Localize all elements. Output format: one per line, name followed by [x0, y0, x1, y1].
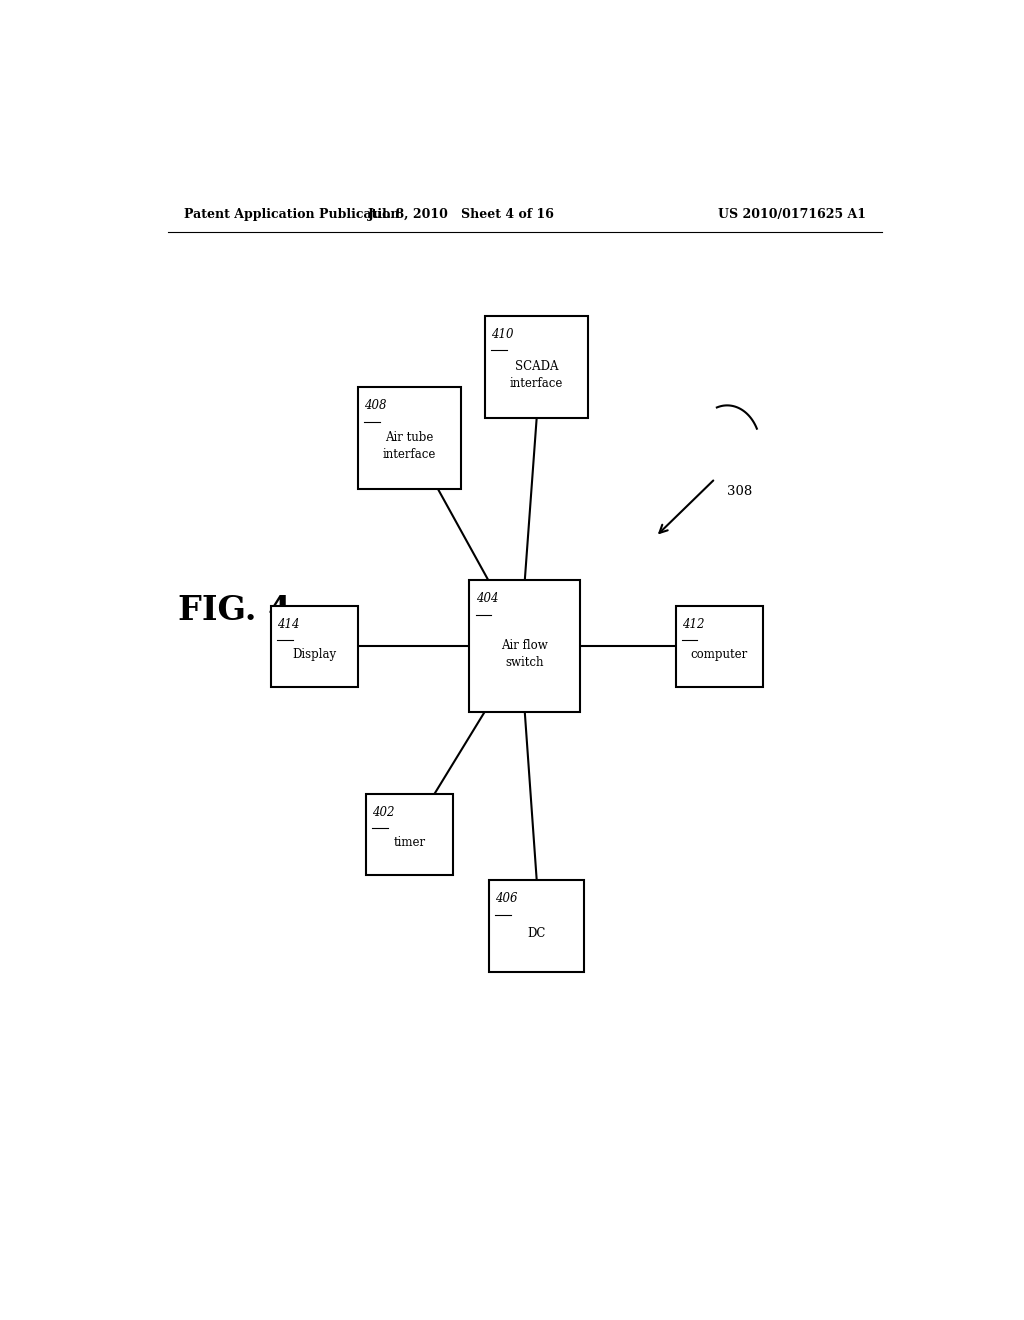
Text: Jul. 8, 2010   Sheet 4 of 16: Jul. 8, 2010 Sheet 4 of 16 — [368, 207, 555, 220]
Text: 406: 406 — [496, 892, 518, 906]
Text: DC: DC — [527, 928, 546, 940]
Bar — [485, 315, 588, 417]
Bar — [469, 581, 581, 713]
Text: 408: 408 — [365, 399, 387, 412]
Text: 308: 308 — [727, 486, 753, 498]
Text: 404: 404 — [475, 593, 498, 606]
Text: Display: Display — [293, 648, 337, 661]
Text: timer: timer — [393, 836, 426, 849]
Text: 402: 402 — [373, 805, 395, 818]
Text: US 2010/0171625 A1: US 2010/0171625 A1 — [718, 207, 866, 220]
Bar — [489, 880, 585, 972]
Bar — [367, 793, 454, 875]
Text: 414: 414 — [278, 618, 300, 631]
Bar — [358, 387, 461, 488]
Text: SCADA
interface: SCADA interface — [510, 360, 563, 389]
Text: Air tube
interface: Air tube interface — [383, 432, 436, 461]
Text: Air flow
switch: Air flow switch — [502, 639, 548, 669]
Bar — [676, 606, 763, 686]
Text: Patent Application Publication: Patent Application Publication — [183, 207, 399, 220]
Text: 410: 410 — [492, 329, 514, 341]
Text: 412: 412 — [682, 618, 705, 631]
Text: computer: computer — [690, 648, 748, 661]
Text: FIG. 4: FIG. 4 — [178, 594, 292, 627]
Bar — [270, 606, 358, 686]
